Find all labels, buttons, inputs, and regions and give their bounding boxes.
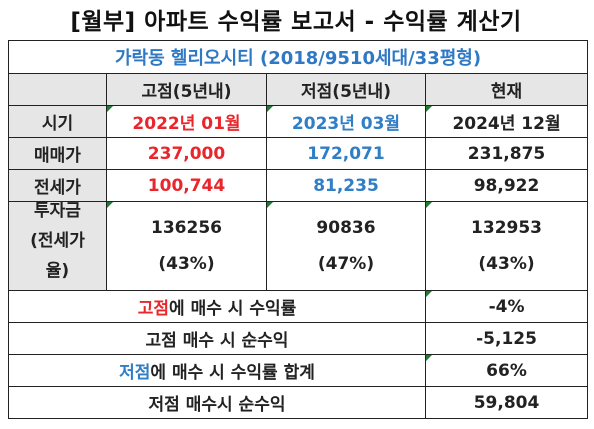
- investment-high-ratio: (43%): [158, 254, 215, 274]
- investment-low-amount: 90836: [316, 218, 376, 238]
- summary-high-yield-value-cell[interactable]: -4%: [424, 290, 589, 323]
- summary-high-profit-value-cell[interactable]: -5,125: [424, 322, 589, 355]
- jeonse-high-cell[interactable]: 100,744: [106, 169, 267, 202]
- sale-price-label-cell[interactable]: 매매가: [8, 137, 107, 170]
- investment-now-cell[interactable]: 132953 (43%): [424, 201, 589, 291]
- investment-low-cell[interactable]: 90836 (47%): [266, 201, 426, 291]
- period-label-cell[interactable]: 시기: [8, 105, 107, 138]
- sale-price-high-cell[interactable]: 237,000: [106, 137, 267, 170]
- summary-low-yield-label-cell[interactable]: 저점에 매수 시 수익률 합계: [8, 354, 426, 387]
- period-high-cell[interactable]: 2022년 01월: [106, 105, 267, 138]
- investment-label-line2: (전세가: [30, 231, 85, 251]
- header-low-cell[interactable]: 저점(5년내): [266, 73, 426, 106]
- header-now-cell[interactable]: 현재: [424, 73, 589, 106]
- yield-calculator-table: 가락동 헬리오시티 (2018/9510세대/33평형) 고점(5년내) 저점(…: [7, 40, 589, 419]
- jeonse-low-cell[interactable]: 81,235: [266, 169, 426, 202]
- summary-high-profit-label: 고점 매수 시 순수익: [145, 331, 289, 351]
- summary-high-yield-label-cell[interactable]: 고점에 매수 시 수익률: [8, 290, 426, 323]
- jeonse-label-cell[interactable]: 전세가: [8, 169, 107, 202]
- summary-high-yield-highlight: 고점: [137, 299, 170, 319]
- summary-low-profit-label: 저점 매수시 순수익: [148, 395, 286, 415]
- investment-now-amount: 132953: [471, 218, 543, 238]
- investment-label-line3: 율): [45, 261, 70, 281]
- header-high-cell[interactable]: 고점(5년내): [106, 73, 267, 106]
- summary-low-profit-label-cell[interactable]: 저점 매수시 순수익: [8, 386, 426, 419]
- jeonse-now-cell[interactable]: 98,922: [424, 169, 589, 202]
- sale-price-now-cell[interactable]: 231,875: [424, 137, 589, 170]
- report-title: [월부] 아파트 수익률 보고서 - 수익률 계산기: [70, 9, 522, 35]
- investment-label-cell[interactable]: 투자금 (전세가 율): [8, 201, 107, 291]
- summary-low-yield-label: 에 매수 시 수익률 합계: [150, 363, 315, 383]
- investment-high-amount: 136256: [151, 218, 222, 238]
- summary-low-yield-highlight: 저점: [119, 363, 151, 383]
- summary-high-yield-label: 에 매수 시 수익률: [169, 299, 297, 319]
- investment-high-cell[interactable]: 136256 (43%): [106, 201, 267, 291]
- summary-low-yield-value-cell[interactable]: 66%: [424, 354, 589, 387]
- investment-now-ratio: (43%): [478, 254, 535, 274]
- investment-label-line1: 투자금: [34, 201, 81, 222]
- investment-low-ratio: (47%): [317, 254, 375, 274]
- apartment-subtitle-cell[interactable]: 가락동 헬리오시티 (2018/9510세대/33평형): [7, 40, 589, 74]
- summary-low-profit-value-cell[interactable]: 59,804: [424, 386, 589, 419]
- summary-high-profit-label-cell[interactable]: 고점 매수 시 순수익: [8, 322, 426, 355]
- corner-cell[interactable]: [8, 73, 107, 106]
- period-now-cell[interactable]: 2024년 12월: [424, 105, 589, 138]
- period-low-cell[interactable]: 2023년 03월: [266, 105, 426, 138]
- sale-price-low-cell[interactable]: 172,071: [266, 137, 426, 170]
